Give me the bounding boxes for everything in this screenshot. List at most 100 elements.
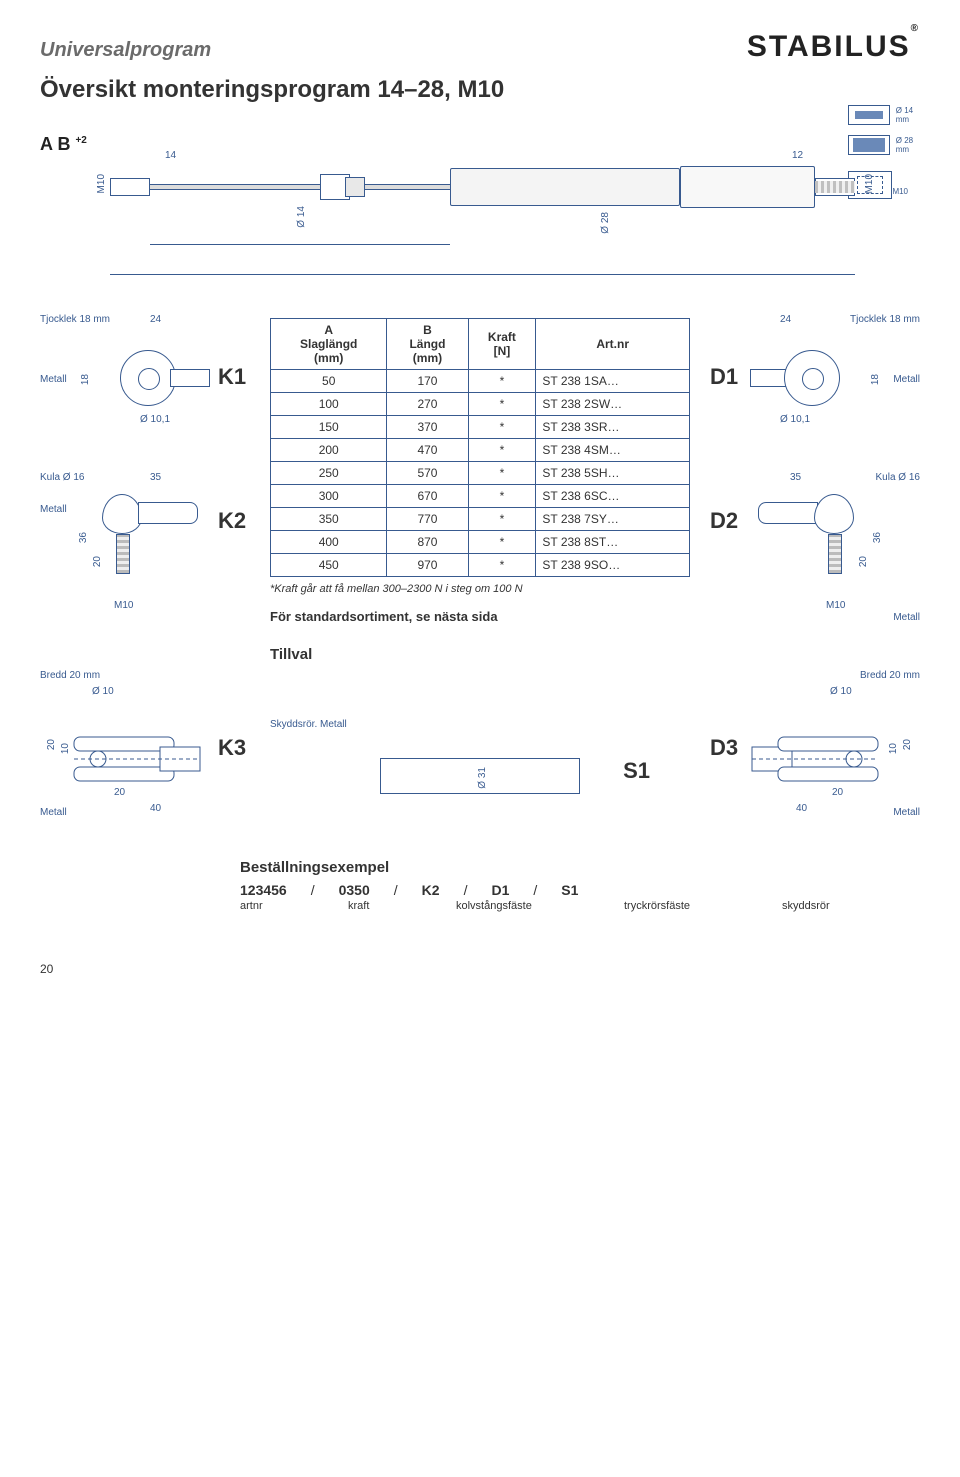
- d3-block: D3 20 10 20 40 Metall: [710, 719, 920, 829]
- k2-kula: Kula Ø 16: [40, 472, 84, 483]
- d2-dim35: 35: [790, 472, 801, 483]
- k3-label: K3: [218, 735, 246, 761]
- rod-end-left: [110, 178, 150, 196]
- k1-label: K1: [218, 364, 246, 390]
- th-b: BLängd(mm): [387, 319, 468, 370]
- d3-dim20t: 20: [902, 739, 913, 750]
- d2-dim20: 20: [858, 556, 869, 567]
- order-sub: artnrkraftkolvstångsfästetryckrörsfästes…: [240, 900, 920, 912]
- k3-dim40: 40: [150, 803, 161, 814]
- dim-12: 12: [792, 150, 803, 161]
- legend-d14: Ø 14 mm: [896, 106, 920, 124]
- d3-dim10: 10: [888, 743, 899, 754]
- d1-ring: [784, 350, 840, 406]
- k2-dim36: 36: [78, 532, 89, 543]
- s1-skydd: Skyddsrör. Metall: [270, 719, 690, 730]
- k2-block: Kula Ø 16 35 Metall 36 20 M10 K2: [40, 472, 250, 662]
- s1-block: Skyddsrör. Metall Ø 31 S1: [270, 719, 690, 816]
- table-row: 250570*ST 238 5SH…: [271, 462, 690, 485]
- k2-dim35: 35: [150, 472, 161, 483]
- d2-material: Metall: [893, 612, 920, 623]
- d1-dim24: 24: [780, 314, 791, 325]
- k2-label: K2: [218, 508, 246, 534]
- d3-material: Metall: [893, 807, 920, 818]
- d1-dim18: 18: [870, 374, 881, 385]
- table-row: 200470*ST 238 4SM…: [271, 439, 690, 462]
- section-name: Universalprogram: [40, 39, 211, 62]
- d2-block: Kula Ø 16 35 D2 36 20 M10 Metall: [710, 472, 920, 662]
- d1-label: D1: [710, 364, 738, 390]
- od28: Ø 28: [600, 212, 611, 234]
- d1-hole: [802, 368, 824, 390]
- d2-dim36: 36: [872, 532, 883, 543]
- table-row: 300670*ST 238 6SC…: [271, 485, 690, 508]
- d2-label: D2: [710, 508, 738, 534]
- order-title: Beställningsexempel: [240, 859, 920, 876]
- table-row: 150370*ST 238 3SR…: [271, 416, 690, 439]
- bredd-right-d: Ø 10: [830, 686, 852, 697]
- th-art: Art.nr: [536, 319, 690, 370]
- d3-dim40: 40: [796, 803, 807, 814]
- k1-dim24: 24: [150, 314, 161, 325]
- tube-inner: [450, 168, 680, 206]
- s1-tube-icon: Ø 31: [380, 758, 580, 794]
- tillval-heading: Tillval: [270, 646, 690, 663]
- m10-right: M10: [864, 174, 875, 193]
- d1-material: Metall: [893, 374, 920, 385]
- legend-d14-icon: [848, 105, 890, 125]
- d2-ball: [814, 494, 854, 534]
- table-row: 350770*ST 238 7SY…: [271, 508, 690, 531]
- dim-14: 14: [165, 150, 176, 161]
- d2-kula: Kula Ø 16: [876, 472, 920, 483]
- right-fittings: Tjocklek 18 mm 24 D1 18 Ø 10,1 Metall Ku…: [710, 314, 920, 699]
- k2-ball: [102, 494, 142, 534]
- table-row: 50170*ST 238 1SA…: [271, 370, 690, 393]
- k2-m10: M10: [114, 600, 133, 611]
- k1-dim18: 18: [80, 374, 91, 385]
- bredd-left: Bredd 20 mm: [40, 670, 250, 681]
- s1-d31: Ø 31: [477, 767, 488, 789]
- center-column: ASlaglängd(mm) BLängd(mm) Kraft[N] Art.n…: [270, 314, 690, 663]
- tube-outer: [680, 166, 815, 208]
- k1-material: Metall: [40, 374, 67, 385]
- spec-table: ASlaglängd(mm) BLängd(mm) Kraft[N] Art.n…: [270, 318, 690, 577]
- d2-stem: [828, 534, 842, 574]
- order-example: Beställningsexempel 123456/0350/K2/D1/S1…: [240, 859, 920, 912]
- standard-note: För standardsortiment, se nästa sida: [270, 609, 690, 624]
- d2-socket: [758, 502, 818, 524]
- k2-dim20: 20: [92, 556, 103, 567]
- d1-thickness: Tjocklek 18 mm: [850, 314, 920, 325]
- piston-rod: [150, 184, 450, 190]
- d3-dim20b: 20: [832, 787, 843, 798]
- table-row: 400870*ST 238 8ST…: [271, 531, 690, 554]
- label-a: A: [40, 134, 53, 154]
- left-fittings: Tjocklek 18 mm 24 18 Metall Ø 10,1 K1 Ku…: [40, 314, 250, 699]
- k2-material: Metall: [40, 504, 67, 515]
- page-number: 20: [40, 962, 920, 976]
- order-line: 123456/0350/K2/D1/S1: [240, 882, 920, 898]
- k2-socket: [138, 502, 198, 524]
- table-footnote: *Kraft går att få mellan 300–2300 N i st…: [270, 583, 690, 595]
- k1-tab: [170, 369, 210, 387]
- k1-hole-d: Ø 10,1: [140, 414, 170, 425]
- k1-block: Tjocklek 18 mm 24 18 Metall Ø 10,1 K1: [40, 314, 250, 464]
- k2-stem: [116, 534, 130, 574]
- d3-clevis-icon: [742, 719, 912, 809]
- bredd-right: Bredd 20 mm: [710, 670, 920, 681]
- piston-block: [345, 177, 365, 197]
- d3-label: D3: [710, 735, 738, 761]
- label-b: B +2: [57, 134, 86, 154]
- bredd-left-d: Ø 10: [92, 686, 114, 697]
- s1-label: S1: [623, 758, 650, 784]
- d2-m10: M10: [826, 600, 845, 611]
- table-row: 100270*ST 238 2SW…: [271, 393, 690, 416]
- rod-thread-right: [815, 181, 855, 193]
- k1-hole: [138, 368, 160, 390]
- d1-block: Tjocklek 18 mm 24 D1 18 Ø 10,1 Metall: [710, 314, 920, 464]
- table-row: 450970*ST 238 9SO…: [271, 554, 690, 577]
- k3-dim20b: 20: [114, 787, 125, 798]
- d1-hole-d: Ø 10,1: [780, 414, 810, 425]
- od14: Ø 14: [296, 206, 307, 228]
- page-title: Översikt monteringsprogram 14–28, M10: [40, 76, 920, 104]
- brand-logo: STABILUS®: [747, 30, 920, 64]
